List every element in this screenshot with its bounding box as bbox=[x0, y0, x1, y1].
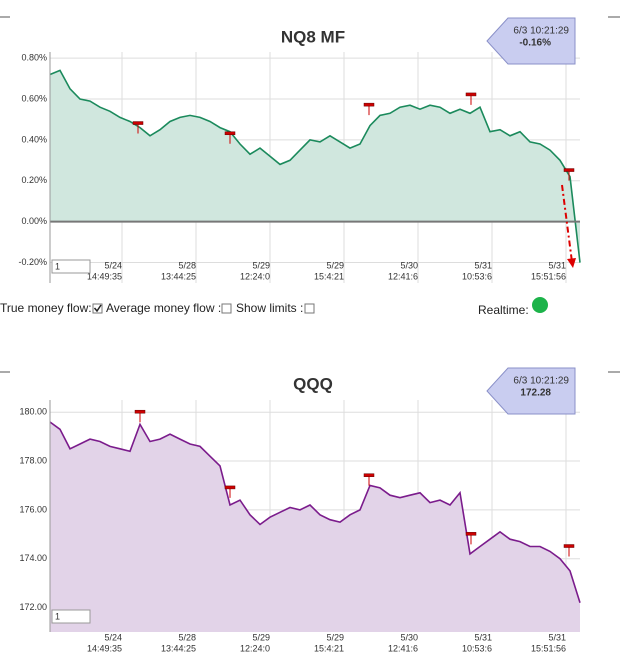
y-tick-label: 0.60% bbox=[21, 93, 47, 103]
x-tick-label: 15:4:21 bbox=[314, 643, 344, 653]
x-tick-label: 5/31 bbox=[548, 260, 566, 270]
label: Average money flow : bbox=[106, 301, 221, 315]
x-tick-label: 13:44:25 bbox=[161, 271, 196, 281]
x-tick-label: 12:24:0 bbox=[240, 271, 270, 281]
marker bbox=[134, 409, 146, 414]
x-tick-label: 10:53:6 bbox=[462, 643, 492, 653]
input[interactable] bbox=[51, 259, 91, 274]
label: Show limits : bbox=[236, 301, 303, 315]
y-tick-label: 178.00 bbox=[19, 455, 47, 465]
realtime-indicator bbox=[532, 297, 548, 313]
x-tick-label: 13:44:25 bbox=[161, 643, 196, 653]
x-tick-label: 12:24:0 bbox=[240, 643, 270, 653]
x-tick-label: 12:41:6 bbox=[388, 643, 418, 653]
x-tick-label: 5/30 bbox=[400, 260, 418, 270]
input-value: 1 bbox=[55, 611, 60, 621]
x-tick-label: 5/29 bbox=[252, 260, 270, 270]
marker bbox=[363, 102, 375, 107]
y-tick-label: 0.00% bbox=[21, 216, 47, 226]
y-tick-label: 0.20% bbox=[21, 175, 47, 185]
trend-arrow bbox=[561, 184, 573, 263]
callout-value: 172.28 bbox=[520, 388, 551, 399]
x-tick-label: 5/28 bbox=[178, 260, 196, 270]
callout-time: 6/3 10:21:29 bbox=[513, 26, 569, 37]
area bbox=[50, 422, 580, 632]
x-tick-label: 5/31 bbox=[548, 632, 566, 642]
y-tick-label: 0.80% bbox=[21, 53, 47, 63]
x-tick-label: 14:49:35 bbox=[87, 271, 122, 281]
x-tick-label: 15:51:56 bbox=[531, 271, 566, 281]
marker bbox=[465, 532, 477, 536]
checkbox[interactable] bbox=[304, 303, 315, 314]
checkbox[interactable] bbox=[92, 303, 103, 314]
line bbox=[49, 421, 581, 603]
y-tick-label: 176.00 bbox=[19, 504, 47, 514]
input[interactable] bbox=[51, 609, 91, 624]
x-tick-label: 5/29 bbox=[326, 260, 344, 270]
chart-title: QQQ bbox=[293, 374, 333, 393]
chart-title: NQ8 MF bbox=[281, 27, 345, 46]
x-tick-label: 10:53:6 bbox=[462, 271, 492, 281]
marker bbox=[132, 121, 144, 125]
x-tick-label: 5/24 bbox=[104, 632, 122, 642]
callout-value: -0.16% bbox=[519, 38, 551, 49]
label: Realtime: bbox=[478, 303, 529, 317]
x-tick-label: 5/29 bbox=[326, 632, 344, 642]
marker bbox=[363, 473, 375, 477]
y-tick-label: 180.00 bbox=[19, 407, 47, 417]
marker bbox=[465, 92, 477, 97]
arrow-head bbox=[567, 258, 576, 268]
y-tick-label: 0.40% bbox=[21, 134, 47, 144]
marker bbox=[224, 131, 236, 136]
label: True money flow: bbox=[0, 301, 92, 315]
x-tick-label: 15:4:21 bbox=[314, 271, 344, 281]
callout bbox=[486, 17, 576, 65]
y-tick-label: 172.00 bbox=[19, 602, 47, 612]
callout bbox=[486, 367, 576, 415]
checkbox[interactable] bbox=[221, 303, 232, 314]
x-tick-label: 12:41:6 bbox=[388, 271, 418, 281]
x-tick-label: 15:51:56 bbox=[531, 643, 566, 653]
x-tick-label: 5/29 bbox=[252, 632, 270, 642]
input-value: 1 bbox=[55, 261, 60, 271]
marker bbox=[224, 485, 236, 490]
callout-time: 6/3 10:21:29 bbox=[513, 376, 569, 387]
x-tick-label: 5/24 bbox=[104, 260, 122, 270]
area bbox=[50, 70, 580, 263]
x-tick-label: 5/30 bbox=[400, 632, 418, 642]
x-tick-label: 14:49:35 bbox=[87, 643, 122, 653]
marker bbox=[563, 544, 575, 548]
y-tick-label: 174.00 bbox=[19, 553, 47, 563]
x-tick-label: 5/31 bbox=[474, 260, 492, 270]
x-tick-label: 5/31 bbox=[474, 632, 492, 642]
x-tick-label: 5/28 bbox=[178, 632, 196, 642]
controls: True money flow: Average money flow : Sh… bbox=[0, 297, 548, 317]
marker bbox=[563, 168, 575, 172]
check bbox=[93, 304, 102, 313]
y-tick-label: -0.20% bbox=[18, 257, 47, 267]
